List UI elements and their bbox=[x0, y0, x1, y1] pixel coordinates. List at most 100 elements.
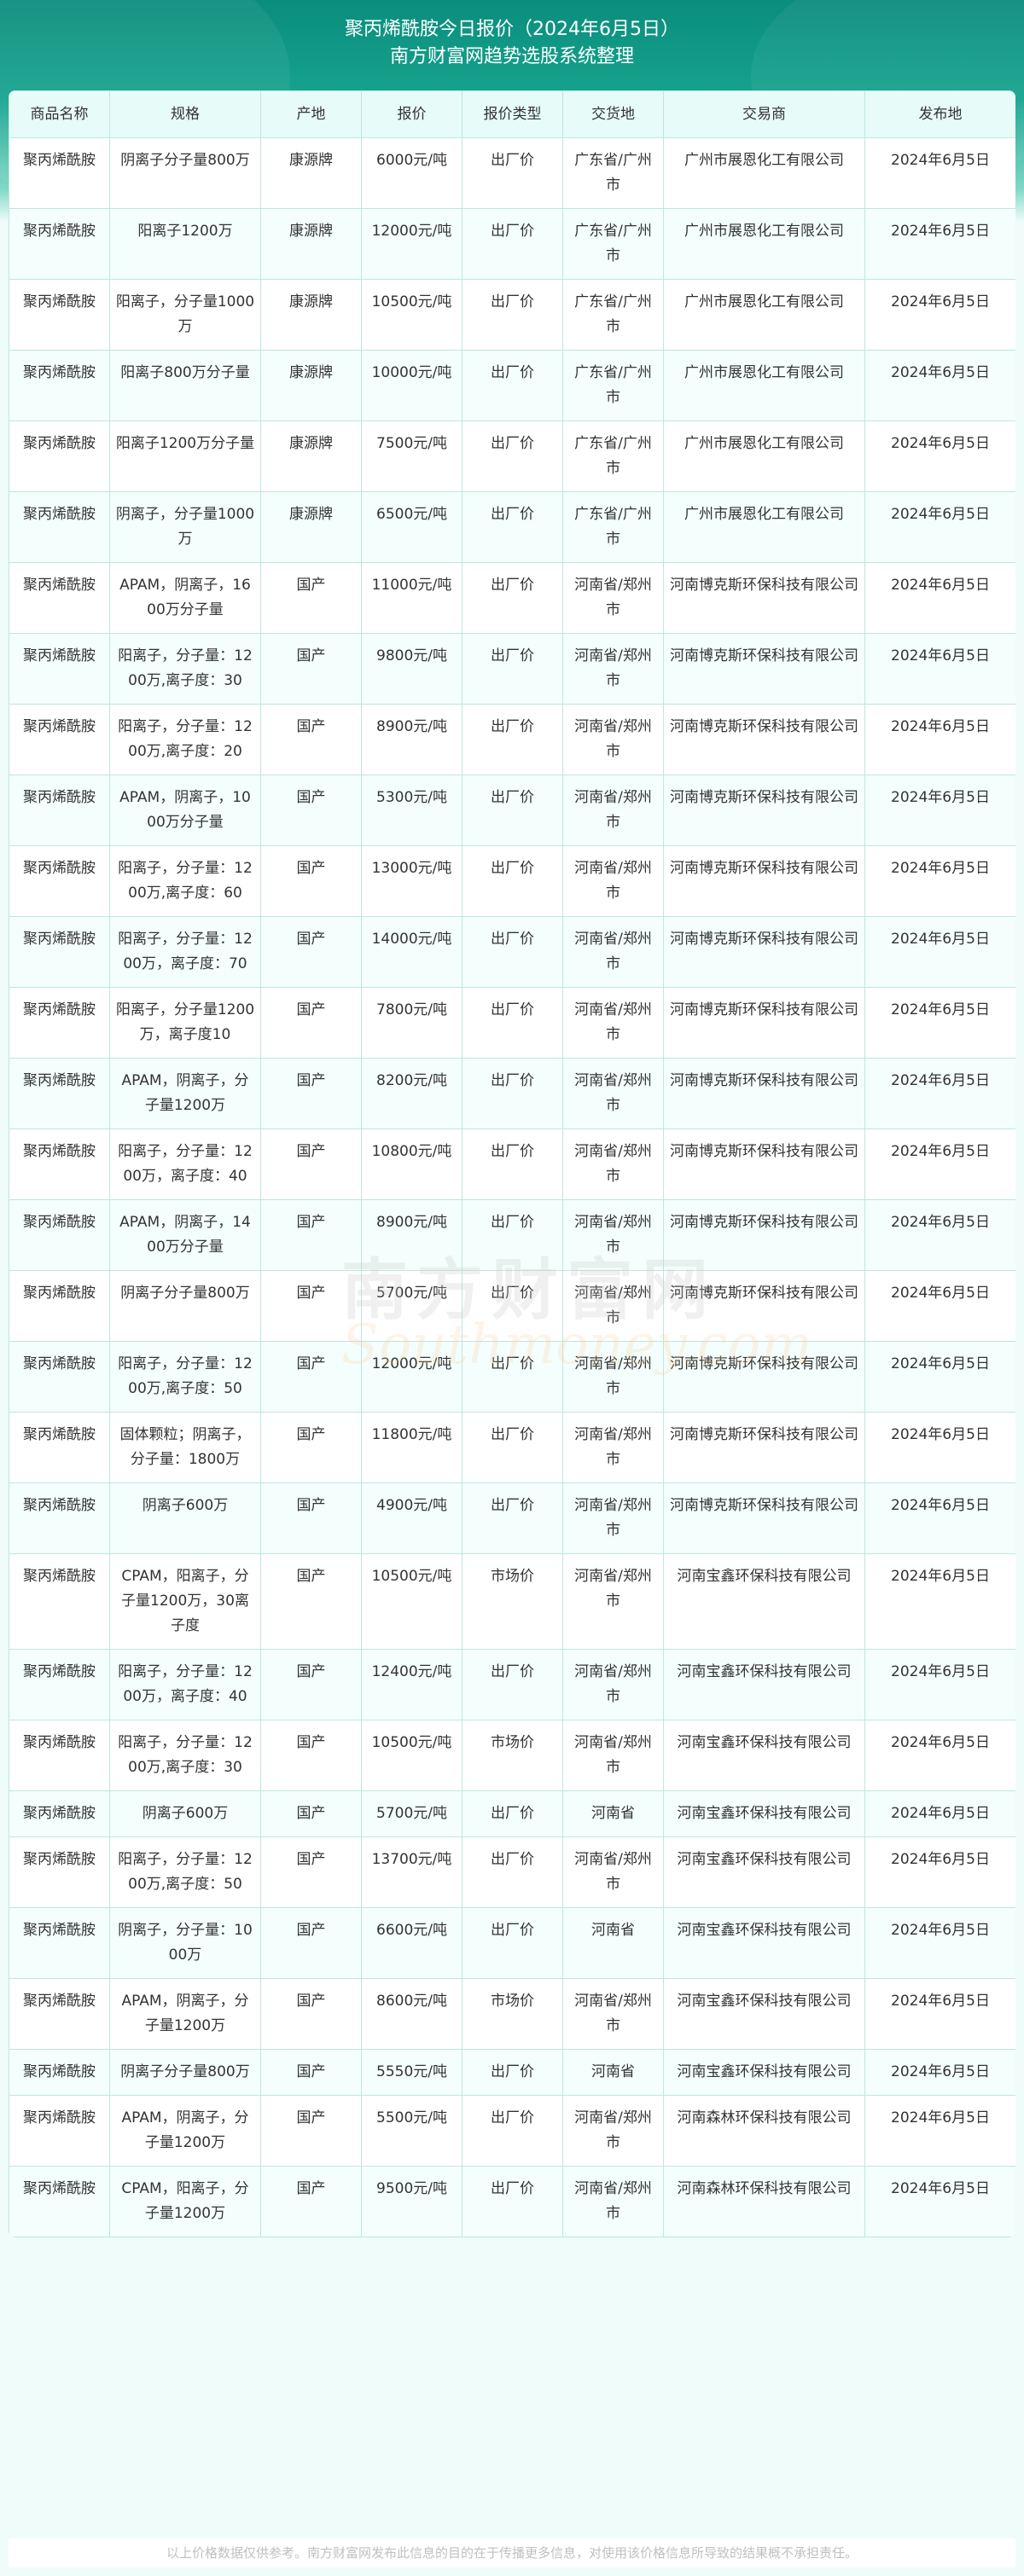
cell-publish-date: 2024年6月5日 bbox=[864, 562, 1015, 634]
cell-publish-date: 2024年6月5日 bbox=[864, 1720, 1015, 1791]
cell-publish-date: 2024年6月5日 bbox=[864, 208, 1015, 280]
cell-trader: 河南博克斯环保科技有限公司 bbox=[663, 1199, 865, 1271]
cell-price-type: 出厂价 bbox=[462, 350, 563, 421]
cell-spec: 阳离子，分子量1000万 bbox=[109, 279, 261, 351]
cell-spec: 阳离子，分子量：1200万,离子度：50 bbox=[109, 1836, 261, 1908]
cell-spec: 阳离子，分子量：1200万,离子度：60 bbox=[109, 845, 261, 917]
cell-spec: APAM，阴离子，1600万分子量 bbox=[109, 562, 261, 634]
cell-publish-date: 2024年6月5日 bbox=[864, 1128, 1015, 1200]
cell-trader: 河南宝鑫环保科技有限公司 bbox=[663, 1978, 865, 2050]
cell-publish-date: 2024年6月5日 bbox=[864, 1836, 1015, 1908]
cell-price: 13700元/吨 bbox=[361, 1836, 463, 1908]
cell-product-name: 聚丙烯酰胺 bbox=[9, 1907, 110, 1979]
cell-delivery-location: 河南省 bbox=[562, 1790, 664, 1837]
cell-spec: 阴离子，分子量：1000万 bbox=[109, 1907, 261, 1979]
cell-publish-date: 2024年6月5日 bbox=[864, 987, 1015, 1059]
cell-product-name: 聚丙烯酰胺 bbox=[9, 2166, 110, 2237]
cell-price: 9800元/吨 bbox=[361, 633, 463, 705]
cell-spec: 阴离子，分子量1000万 bbox=[109, 491, 261, 563]
cell-publish-date: 2024年6月5日 bbox=[864, 633, 1015, 705]
cell-price-type: 出厂价 bbox=[462, 1836, 563, 1908]
cell-trader: 河南博克斯环保科技有限公司 bbox=[663, 775, 865, 846]
cell-trader: 河南宝鑫环保科技有限公司 bbox=[663, 1649, 865, 1720]
column-header-delivery-location: 交货地 bbox=[562, 90, 664, 138]
cell-spec: 阴离子分子量800万 bbox=[109, 2049, 261, 2096]
cell-spec: 阳离子，分子量：1200万，离子度：40 bbox=[109, 1649, 261, 1720]
cell-publish-date: 2024年6月5日 bbox=[864, 1412, 1015, 1483]
cell-origin: 国产 bbox=[260, 633, 362, 705]
cell-price-type: 出厂价 bbox=[462, 491, 563, 563]
cell-price-type: 出厂价 bbox=[462, 137, 563, 209]
cell-trader: 河南博克斯环保科技有限公司 bbox=[663, 1270, 865, 1342]
cell-price: 9500元/吨 bbox=[361, 2166, 463, 2237]
cell-price: 5500元/吨 bbox=[361, 2095, 463, 2167]
cell-trader: 河南宝鑫环保科技有限公司 bbox=[663, 1790, 865, 1837]
cell-delivery-location: 河南省/郑州市 bbox=[562, 1058, 664, 1129]
cell-price-type: 出厂价 bbox=[462, 2095, 563, 2167]
cell-trader: 河南博克斯环保科技有限公司 bbox=[663, 704, 865, 775]
cell-delivery-location: 河南省/郑州市 bbox=[562, 1649, 664, 1720]
cell-price-type: 出厂价 bbox=[462, 1341, 563, 1413]
cell-price: 12000元/吨 bbox=[361, 1341, 463, 1413]
cell-price-type: 出厂价 bbox=[462, 987, 563, 1059]
cell-origin: 国产 bbox=[260, 562, 362, 634]
cell-trader: 广州市展恩化工有限公司 bbox=[663, 279, 865, 351]
cell-trader: 河南宝鑫环保科技有限公司 bbox=[663, 2049, 865, 2096]
cell-price-type: 出厂价 bbox=[462, 775, 563, 846]
cell-delivery-location: 河南省/郑州市 bbox=[562, 1482, 664, 1554]
cell-spec: 阳离子，分子量：1200万,离子度：50 bbox=[109, 1341, 261, 1413]
table-row: 聚丙烯酰胺 APAM，阴离子，1000万分子量 国产 5300元/吨 出厂价 河南省/郑州… bbox=[9, 775, 1015, 846]
cell-spec: 阳离子800万分子量 bbox=[109, 350, 261, 421]
cell-price-type: 出厂价 bbox=[462, 1482, 563, 1554]
cell-price: 13000元/吨 bbox=[361, 845, 463, 917]
cell-product-name: 聚丙烯酰胺 bbox=[9, 1341, 110, 1413]
cell-origin: 国产 bbox=[260, 916, 362, 988]
cell-product-name: 聚丙烯酰胺 bbox=[9, 1649, 110, 1720]
cell-origin: 国产 bbox=[260, 1836, 362, 1908]
cell-price-type: 出厂价 bbox=[462, 1199, 563, 1271]
cell-trader: 河南宝鑫环保科技有限公司 bbox=[663, 1553, 865, 1650]
cell-price-type: 出厂价 bbox=[462, 633, 563, 705]
cell-price-type: 出厂价 bbox=[462, 2166, 563, 2237]
cell-price: 10500元/吨 bbox=[361, 1553, 463, 1650]
cell-trader: 广州市展恩化工有限公司 bbox=[663, 208, 865, 280]
cell-price: 6500元/吨 bbox=[361, 491, 463, 563]
cell-product-name: 聚丙烯酰胺 bbox=[9, 421, 110, 492]
cell-delivery-location: 河南省/郑州市 bbox=[562, 1199, 664, 1271]
cell-price-type: 出厂价 bbox=[462, 421, 563, 492]
cell-price-type: 市场价 bbox=[462, 1553, 563, 1650]
cell-publish-date: 2024年6月5日 bbox=[864, 421, 1015, 492]
cell-publish-date: 2024年6月5日 bbox=[864, 491, 1015, 563]
cell-trader: 河南博克斯环保科技有限公司 bbox=[663, 1128, 865, 1200]
cell-spec: 阳离子，分子量：1200万，离子度：40 bbox=[109, 1128, 261, 1200]
cell-price: 10500元/吨 bbox=[361, 279, 463, 351]
cell-spec: 阳离子，分子量：1200万，离子度：70 bbox=[109, 916, 261, 988]
cell-price: 4900元/吨 bbox=[361, 1482, 463, 1554]
cell-spec: 固体颗粒；阴离子，分子量：1800万 bbox=[109, 1412, 261, 1483]
cell-trader: 河南博克斯环保科技有限公司 bbox=[663, 1341, 865, 1413]
cell-origin: 国产 bbox=[260, 1978, 362, 2050]
cell-product-name: 聚丙烯酰胺 bbox=[9, 1270, 110, 1342]
cell-delivery-location: 河南省/郑州市 bbox=[562, 2095, 664, 2167]
cell-price: 6000元/吨 bbox=[361, 137, 463, 209]
cell-product-name: 聚丙烯酰胺 bbox=[9, 987, 110, 1059]
cell-product-name: 聚丙烯酰胺 bbox=[9, 2049, 110, 2096]
cell-spec: CPAM，阳离子，分子量1200万 bbox=[109, 2166, 261, 2237]
table-row: 聚丙烯酰胺 阴离子，分子量：1000万 国产 6600元/吨 出厂价 河南省 河南宝鑫环保科… bbox=[9, 1907, 1015, 1979]
cell-origin: 国产 bbox=[260, 704, 362, 775]
cell-publish-date: 2024年6月5日 bbox=[864, 1199, 1015, 1271]
cell-price: 12000元/吨 bbox=[361, 208, 463, 280]
cell-product-name: 聚丙烯酰胺 bbox=[9, 1199, 110, 1271]
cell-delivery-location: 河南省/郑州市 bbox=[562, 704, 664, 775]
cell-price-type: 出厂价 bbox=[462, 1412, 563, 1483]
price-table-container: 商品名称 规格 产地 报价 报价类型 交货地 交易商 发布地 聚丙烯酰胺 阴离子分子量800万康… bbox=[9, 90, 1015, 2237]
cell-origin: 康源牌 bbox=[260, 421, 362, 492]
cell-publish-date: 2024年6月5日 bbox=[864, 350, 1015, 421]
table-row: 聚丙烯酰胺 阳离子，分子量：1200万，离子度：40 国产 12400元/吨 出厂价 河南… bbox=[9, 1649, 1015, 1720]
table-row: 聚丙烯酰胺 阳离子，分子量：1200万,离子度：50 国产 13700元/吨 出厂价 河南… bbox=[9, 1836, 1015, 1908]
cell-delivery-location: 河南省/郑州市 bbox=[562, 633, 664, 705]
cell-publish-date: 2024年6月5日 bbox=[864, 2166, 1015, 2237]
cell-product-name: 聚丙烯酰胺 bbox=[9, 1836, 110, 1908]
cell-product-name: 聚丙烯酰胺 bbox=[9, 633, 110, 705]
cell-product-name: 聚丙烯酰胺 bbox=[9, 1790, 110, 1837]
